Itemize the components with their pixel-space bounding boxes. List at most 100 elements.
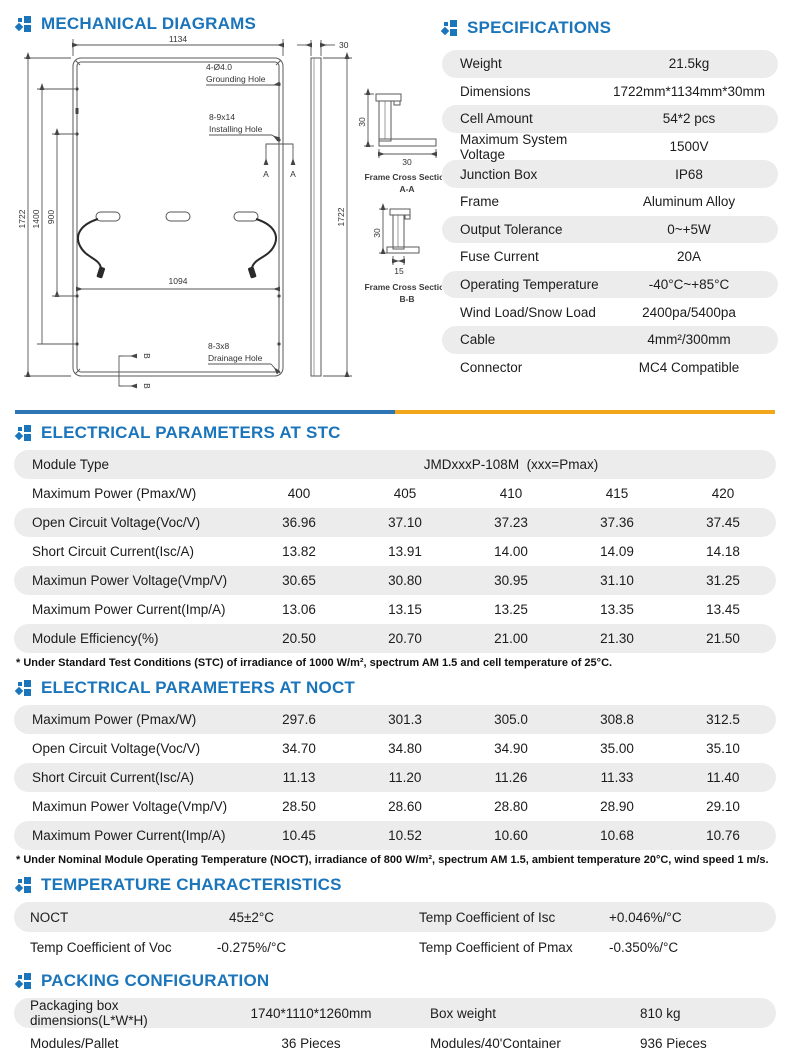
dim-left-group xyxy=(24,52,75,377)
specifications-table: Weight 21.5kg Dimensions 1722mm*1134mm*30m… xyxy=(442,50,778,381)
row-label: Modules/Pallet xyxy=(30,1035,119,1051)
section-b-marks xyxy=(118,353,137,389)
panel-side-view xyxy=(310,57,322,377)
cell-value: 37.36 xyxy=(600,515,634,530)
cell-value: 14.09 xyxy=(600,544,634,559)
cell-value: 30.95 xyxy=(494,573,528,588)
cell-value: 305.0 xyxy=(494,712,528,727)
spec-row: Output Tolerance 0~+5W xyxy=(442,215,778,244)
dim-bb-width-label: 15 xyxy=(394,266,404,276)
mc4-connectors xyxy=(96,266,257,279)
table-row: Maximum Power (Pmax/W) 297.6 301.3 305.0 30… xyxy=(14,705,776,734)
cell-value: 35.00 xyxy=(600,741,634,756)
cell-value: 31.25 xyxy=(706,573,740,588)
row-label: Modules/40'Container xyxy=(430,1035,561,1051)
section-b-top-label: B xyxy=(142,353,152,359)
cell-value: 420 xyxy=(711,486,735,501)
spec-value: 0~+5W xyxy=(667,221,711,237)
spec-row: Frame Aluminum Alloy xyxy=(442,188,778,216)
cross-section-bb-caption-1: Frame Cross Section xyxy=(364,282,442,292)
cell-value: 34.90 xyxy=(494,741,528,756)
spec-row: Maximum System Voltage 1500V xyxy=(442,131,778,162)
row-label: Temp Coefficient of Isc xyxy=(419,909,556,925)
specifications-title: SPECIFICATIONS xyxy=(467,18,612,37)
cross-section-bb-caption-2: B-B xyxy=(399,294,414,304)
packing-title: PACKING CONFIGURATION xyxy=(41,971,270,990)
dim-aa-height-label: 30 xyxy=(357,117,367,127)
temperature-header: TEMPERATURE CHARACTERISTICS xyxy=(14,875,774,895)
dim-1400-label: 1400 xyxy=(31,209,41,228)
mechanical-diagrams-section: MECHANICAL DIAGRAMS xyxy=(0,14,450,404)
cell-value: -0.275%/°C xyxy=(216,939,287,955)
spec-value: 4mm²/300mm xyxy=(647,332,731,348)
cell-value: 11.40 xyxy=(706,770,740,785)
drainage-hole-label-1: 8-3x8 xyxy=(208,341,230,351)
row-label: Short Circuit Current(Isc/A) xyxy=(32,770,195,785)
spec-row: Cell Amount 54*2 pcs xyxy=(442,105,778,133)
cell-value: 11.13 xyxy=(282,770,316,785)
cell-value: 10.52 xyxy=(388,828,422,843)
cell-value: 10.60 xyxy=(494,828,528,843)
spec-label: Cable xyxy=(460,332,496,348)
section-marker-icon xyxy=(14,16,33,32)
section-a-marks xyxy=(263,143,296,165)
row-label: Maximum Power (Pmax/W) xyxy=(32,712,197,727)
cell-value: 11.26 xyxy=(494,770,528,785)
spec-label: Connector xyxy=(460,359,523,375)
cell-value: 13.15 xyxy=(388,602,422,617)
dim-1722-side-label: 1722 xyxy=(336,207,346,226)
section-divider-bar xyxy=(15,410,775,414)
spec-row: Wind Load/Snow Load 2400pa/5400pa xyxy=(442,298,778,326)
installing-hole-label-2: Installing Hole xyxy=(209,124,263,134)
dim-1094-label: 1094 xyxy=(169,276,188,286)
table-row: Maximum Power (Pmax/W) 400 405 410 415 420 xyxy=(14,479,776,508)
packing-table: Packaging box dimensions(L*W*H) 1740*111… xyxy=(14,998,776,1058)
top-section: MECHANICAL DIAGRAMS xyxy=(0,0,790,404)
noct-header: ELECTRICAL PARAMETERS AT NOCT xyxy=(14,678,774,698)
dim-bb xyxy=(379,203,405,265)
section-a-right-label: A xyxy=(290,169,296,179)
dim-1134-label: 1134 xyxy=(169,34,188,44)
mechanical-drawing: 1134 1722 1400 900 4-Ø4.0 Grounding Hole xyxy=(17,34,450,389)
cell-value: 14.18 xyxy=(706,544,740,559)
row-label: Short Circuit Current(Isc/A) xyxy=(32,544,195,559)
spec-row: Fuse Current 20A xyxy=(442,243,778,271)
spec-value: Aluminum Alloy xyxy=(642,194,736,210)
cell-value: 410 xyxy=(499,486,523,501)
cell-value: 20.50 xyxy=(282,631,316,646)
stc-footnote: * Under Standard Test Conditions (STC) o… xyxy=(16,657,613,669)
noct-title: ELECTRICAL PARAMETERS AT NOCT xyxy=(41,678,355,697)
mechanical-diagrams-header: MECHANICAL DIAGRAMS xyxy=(14,14,442,34)
cell-value: 14.00 xyxy=(494,544,528,559)
spec-value: IP68 xyxy=(675,166,703,182)
cell-value: 13.06 xyxy=(282,602,316,617)
cell-value: -0.350%/°C xyxy=(609,939,679,955)
spec-label: Fuse Current xyxy=(460,249,539,265)
packing-header: PACKING CONFIGURATION xyxy=(14,971,774,991)
row-label: Packaging box dimensions(L*W*H) xyxy=(30,998,148,1028)
table-row: NOCT 45±2°C Temp Coefficient of Isc +0.0… xyxy=(14,902,776,932)
stc-header: ELECTRICAL PARAMETERS AT STC xyxy=(14,423,774,443)
grounding-hole-label-1: 4-Ø4.0 xyxy=(206,62,232,72)
cell-value: 31.10 xyxy=(600,573,634,588)
row-label: Maximun Power Voltage(Vmp/V) xyxy=(32,573,228,588)
dim-side-thickness xyxy=(297,40,335,56)
grounding-hole-leader xyxy=(206,81,281,87)
specifications-header: SPECIFICATIONS xyxy=(440,18,778,38)
spec-label: Junction Box xyxy=(460,166,538,182)
stc-title: ELECTRICAL PARAMETERS AT STC xyxy=(41,423,341,442)
spec-row: Operating Temperature -40°C~+85°C xyxy=(442,270,778,299)
spec-value: 20A xyxy=(676,249,702,265)
spec-label: Operating Temperature xyxy=(460,277,599,293)
cell-value: 11.20 xyxy=(388,770,422,785)
cell-value: 405 xyxy=(393,486,417,501)
spec-value: 21.5kg xyxy=(668,56,710,72)
cell-value: 13.35 xyxy=(600,602,634,617)
cell-value: 936 Pieces xyxy=(640,1035,707,1051)
cell-value: 36 Pieces xyxy=(281,1035,341,1051)
cell-value: 28.90 xyxy=(600,799,634,814)
spec-label: Maximum System Voltage xyxy=(460,131,568,162)
dim-side-height xyxy=(323,52,352,377)
cell-value: 28.60 xyxy=(388,799,422,814)
dim-1722-left-label: 1722 xyxy=(17,209,27,228)
